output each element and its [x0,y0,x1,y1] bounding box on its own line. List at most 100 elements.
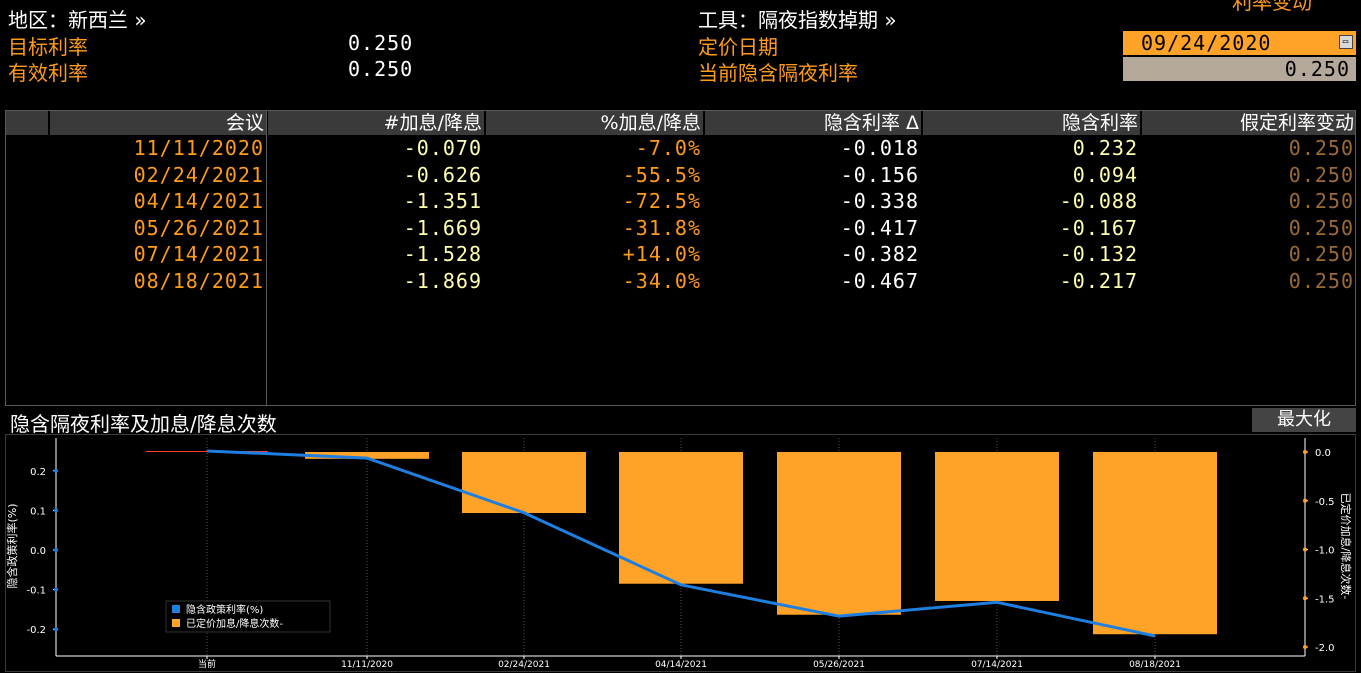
cell-assumed-change: 0.250 [1288,215,1354,240]
target-rate-label: 目标利率 [8,35,88,59]
bar [305,452,429,459]
left-tick-dot [54,587,58,592]
corner-partial-text: 利率变动 [1232,0,1312,14]
chart-title: 隐含隔夜利率及加息/降息次数 [10,412,277,436]
instrument-selector[interactable]: 工具：隔夜指数掉期 » [698,8,897,32]
column-separator [266,111,267,406]
cell-hikes: -0.626 [403,162,482,187]
cell-implied-delta: -0.018 [840,136,919,160]
right-tick-dot [1303,596,1307,601]
cell-meeting: 11/11/2020 [133,136,264,160]
cell-implied-delta: -0.338 [840,189,919,214]
left-tick-label: -0.2 [26,625,46,636]
legend-swatch-bar [172,619,180,627]
implied-rate-value: 0.250 [1284,57,1350,81]
cell-pct-hikes: -34.0% [622,269,701,293]
cell-meeting: 04/14/2021 [133,189,264,214]
rate-line [206,449,1156,638]
cell-assumed-change: 0.250 [1288,269,1354,293]
cell-pct-hikes: -55.5% [622,162,701,187]
cell-hikes: -1.528 [403,242,482,267]
cell-assumed-change: 0.250 [1288,136,1354,160]
cell-assumed-change: 0.250 [1288,242,1354,267]
column-header-implied-delta[interactable]: 隐含利率 Δ [823,112,919,134]
left-tick-label: -0.1 [26,586,46,597]
x-tick-label: 08/18/2021 [1129,660,1181,670]
cell-implied-rate: 0.232 [1072,136,1138,160]
cell-pct-hikes: +14.0% [622,242,701,267]
cell-assumed-change: 0.250 [1288,162,1354,187]
target-rate-value: 0.250 [348,31,414,55]
table-header-row [6,111,1355,135]
bar [619,452,743,584]
column-header-assumed-change[interactable]: 假定利率变动 [1239,112,1354,134]
right-tick-dot [1303,498,1307,503]
implied-rate-field: 0.250 [1123,57,1356,81]
region-selector[interactable]: 地区：新西兰 » [8,8,147,32]
calendar-icon[interactable]: ▭ [1339,35,1353,49]
column-header-implied-rate[interactable]: 隐含利率 [1061,112,1138,134]
cell-implied-delta: -0.417 [840,215,919,240]
right-tick-label: -1.5 [1315,594,1335,605]
left-tick-label: 0.1 [30,506,46,517]
left-tick-label: 0.0 [30,546,46,557]
cell-pct-hikes: -7.0% [635,136,701,160]
right-tick-dot [1303,547,1307,552]
right-tick-label: -2.0 [1315,643,1335,654]
cell-meeting: 02/24/2021 [133,162,264,187]
pricing-date-field[interactable]: 09/24/2020 ▭ [1123,31,1356,55]
cell-assumed-change: 0.250 [1288,189,1354,214]
left-tick-dot [54,468,58,473]
pricing-date-label: 定价日期 [698,35,778,59]
cell-implied-rate: -0.167 [1059,215,1138,240]
cell-implied-delta: -0.156 [840,162,919,187]
x-tick-label: 05/26/2021 [813,660,865,670]
cell-implied-rate: 0.094 [1072,162,1138,187]
pricing-date-value: 09/24/2020 [1141,31,1272,55]
right-tick-label: -1.0 [1315,546,1335,557]
left-axis-label: 隐含政策利率(%) [5,503,19,588]
legend-label-bar: 已定价加息/降息次数- [186,617,283,630]
right-axis-label: 已定价加息/降息次数- [1339,493,1353,600]
cell-hikes: -1.669 [403,215,482,240]
x-tick-label: 07/14/2021 [971,660,1023,670]
cell-hikes: -1.351 [403,189,482,214]
right-tick-dot [1303,450,1307,454]
cell-hikes: -0.070 [403,136,482,160]
bar [935,452,1059,601]
x-tick-label: 02/24/2021 [498,660,550,670]
column-header-pct-hikes[interactable]: %加息/降息 [600,112,701,134]
left-tick-label: 0.2 [30,467,46,478]
x-tick-label: 当前 [198,658,216,670]
right-tick-label: -0.5 [1315,497,1335,508]
cell-implied-rate: -0.217 [1059,269,1138,293]
implied-rate-label: 当前隐含隔夜利率 [698,61,858,85]
meetings-table [5,110,1356,406]
cell-implied-delta: -0.467 [840,269,919,293]
bar [462,452,586,514]
maximize-button[interactable]: 最大化 [1252,408,1356,432]
cell-meeting: 07/14/2021 [133,242,264,267]
cell-pct-hikes: -31.8% [622,215,701,240]
column-header-meeting[interactable]: 会议 [225,112,264,134]
right-tick-dot [1303,645,1307,649]
bar [1093,452,1217,635]
chart-frame [5,434,1356,672]
legend-label-line: 隐含政策利率(%) [186,603,263,616]
left-tick-dot [54,627,58,632]
cell-pct-hikes: -72.5% [622,189,701,214]
left-tick-dot [54,548,58,552]
x-tick-label: 11/11/2020 [341,660,393,670]
cell-meeting: 08/18/2021 [133,269,264,293]
cell-implied-rate: -0.088 [1059,189,1138,214]
cell-implied-delta: -0.382 [840,242,919,267]
effective-rate-value: 0.250 [348,57,414,81]
cell-hikes: -1.869 [403,269,482,293]
cell-meeting: 05/26/2021 [133,215,264,240]
left-tick-dot [54,508,58,513]
right-tick-label: 0.0 [1315,448,1331,459]
column-header-hikes[interactable]: #加息/降息 [383,112,482,134]
legend-swatch-line [172,605,180,613]
x-tick-label: 04/14/2021 [655,660,707,670]
